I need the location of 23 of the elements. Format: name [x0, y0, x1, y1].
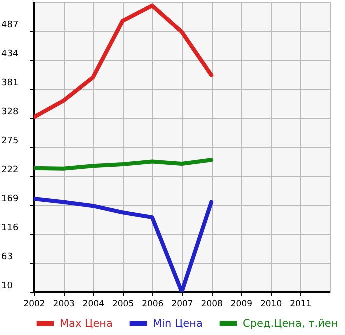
- y-tick-label: 328: [2, 108, 19, 118]
- y-tick-label: 116: [2, 224, 19, 234]
- x-tick-label: 2004: [82, 300, 105, 310]
- x-tick-label: 2008: [201, 300, 223, 310]
- y-tick-label: 222: [2, 166, 19, 176]
- y-tick-label: 381: [2, 78, 19, 88]
- x-tick-label: 2003: [53, 300, 75, 310]
- x-tick-label: 2007: [172, 300, 194, 310]
- y-tick-label: 63: [2, 252, 13, 262]
- x-tick-label: 2006: [142, 300, 164, 310]
- y-tick-label: 275: [2, 136, 19, 146]
- y-tick-label: 487: [2, 20, 19, 30]
- y-tick-label: 169: [2, 194, 19, 204]
- x-tick-label: 2005: [112, 300, 134, 310]
- x-tick-label: 2009: [230, 300, 253, 310]
- legend-label: Сред.Цена, т.йен: [243, 318, 338, 330]
- x-tick-label: 2011: [290, 300, 312, 310]
- legend-label: Min Цена: [153, 318, 203, 330]
- y-tick-label: 10: [2, 282, 14, 292]
- x-tick-label: 2002: [24, 300, 46, 310]
- y-tick-label: 434: [2, 50, 19, 60]
- x-tick-label: 2010: [260, 300, 282, 310]
- legend-label: Max Цена: [60, 318, 113, 330]
